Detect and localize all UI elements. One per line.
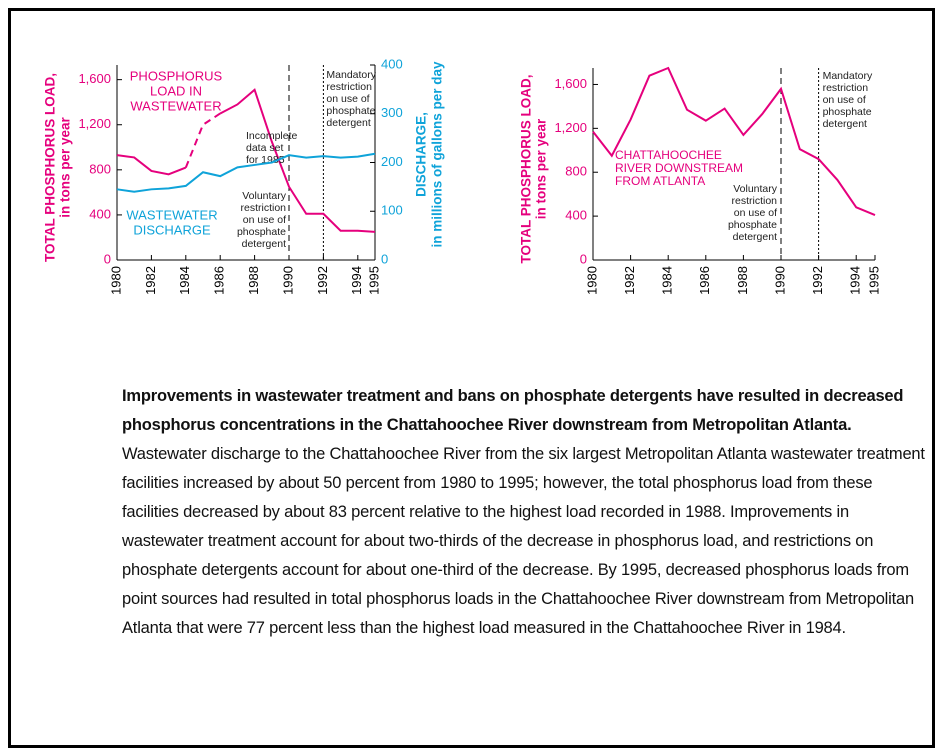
caption-bold: Improvements in wastewater treatment and… <box>122 387 904 434</box>
reference-label: restriction <box>823 82 869 94</box>
reference-label: restriction <box>240 202 286 214</box>
x-tick-label: 1994 <box>848 266 863 295</box>
data-line <box>592 66 876 216</box>
series-label: for 1985 <box>246 154 285 166</box>
x-tick-label: 1984 <box>660 266 675 295</box>
x-tick-label: 1990 <box>280 266 295 295</box>
series-label: WASTEWATER <box>130 98 221 113</box>
data-line <box>116 152 376 193</box>
x-tick-label: 1982 <box>143 266 158 295</box>
reference-label: on use of <box>243 214 286 226</box>
caption: Improvements in wastewater treatment and… <box>122 382 928 643</box>
series-label: PHOSPHORUS <box>130 68 223 83</box>
y-axis-label: TOTAL PHOSPHORUS LOAD, <box>43 73 58 262</box>
x-tick-label: 1990 <box>772 266 787 295</box>
y-tick-label: 400 <box>565 208 587 223</box>
reference-label: phosphate <box>326 105 375 117</box>
y2-axis-label: in millions of gallons per day <box>430 61 445 248</box>
y-tick-label: 800 <box>565 164 587 179</box>
x-tick-label: 1986 <box>697 266 712 295</box>
y2-tick-label: 200 <box>381 154 403 169</box>
reference-label: on use of <box>823 94 866 106</box>
x-tick-label: 1984 <box>177 266 192 295</box>
x-tick-label: 1992 <box>315 266 330 295</box>
reference-label: restriction <box>731 195 777 207</box>
y-tick-label: 1,600 <box>554 76 587 91</box>
reference-label: detergent <box>242 238 286 250</box>
y-tick-label: 800 <box>89 161 111 176</box>
x-tick-label: 1988 <box>735 266 750 295</box>
series-label: FROM ATLANTA <box>615 174 705 188</box>
reference-label: detergent <box>326 117 370 129</box>
reference-label: Mandatory <box>326 69 376 81</box>
data-line <box>184 112 221 168</box>
y-tick-label: 0 <box>104 251 111 266</box>
reference-label: Voluntary <box>733 183 778 195</box>
caption-text: Wastewater discharge to the Chattahooche… <box>122 445 925 637</box>
y2-tick-label: 100 <box>381 203 403 218</box>
x-tick-label: 1992 <box>810 266 825 295</box>
y-tick-label: 1,200 <box>78 116 111 131</box>
x-tick-label: 1980 <box>108 266 123 295</box>
reference-label: phosphate <box>237 226 286 238</box>
series-label: RIVER DOWNSTREAM <box>615 161 743 175</box>
series-label: data set <box>246 142 283 154</box>
reference-label: detergent <box>733 231 777 243</box>
reference-label: on use of <box>734 207 777 219</box>
reference-label: Mandatory <box>823 70 873 82</box>
series-label: WASTEWATER <box>126 207 217 222</box>
charts: 0 400 800 1,200 1,600 0 100 200 300 400 1980 1982 19… <box>43 56 882 295</box>
y-axis-label: in tons per year <box>58 116 73 217</box>
y-axis-label: in tons per year <box>534 118 549 219</box>
reference-label: detergent <box>823 118 867 130</box>
x-tick-label: 1982 <box>622 266 637 295</box>
x-tick-label: 1995 <box>866 266 881 295</box>
reference-label: phosphate <box>823 106 872 118</box>
series-label: CHATTAHOOCHEE <box>615 148 722 162</box>
reference-label: Voluntary <box>242 190 287 202</box>
x-tick-label: 1986 <box>212 266 227 295</box>
y2-tick-label: 300 <box>381 105 403 120</box>
x-tick-label: 1980 <box>584 266 599 295</box>
data-line <box>219 88 376 233</box>
y2-tick-label: 0 <box>381 251 388 266</box>
y-tick-label: 1,600 <box>78 71 111 86</box>
x-tick-label: 1994 <box>349 266 364 295</box>
figure-frame <box>8 8 935 748</box>
data-line <box>116 154 187 176</box>
x-tick-label: 1995 <box>366 266 381 295</box>
reference-label: phosphate <box>728 219 777 231</box>
series-label: Incomplete <box>246 130 298 142</box>
y-axis-label: TOTAL PHOSPHORUS LOAD, <box>519 74 534 263</box>
y2-axis-label: DISCHARGE, <box>414 112 429 197</box>
reference-label: restriction <box>326 81 372 93</box>
y-tick-label: 1,200 <box>554 120 587 135</box>
reference-label: on use of <box>326 93 369 105</box>
x-tick-label: 1988 <box>246 266 261 295</box>
series-label: DISCHARGE <box>133 222 211 237</box>
y-tick-label: 0 <box>580 251 587 266</box>
y2-tick-label: 400 <box>381 56 403 71</box>
series-label: LOAD IN <box>150 83 202 98</box>
y-tick-label: 400 <box>89 206 111 221</box>
